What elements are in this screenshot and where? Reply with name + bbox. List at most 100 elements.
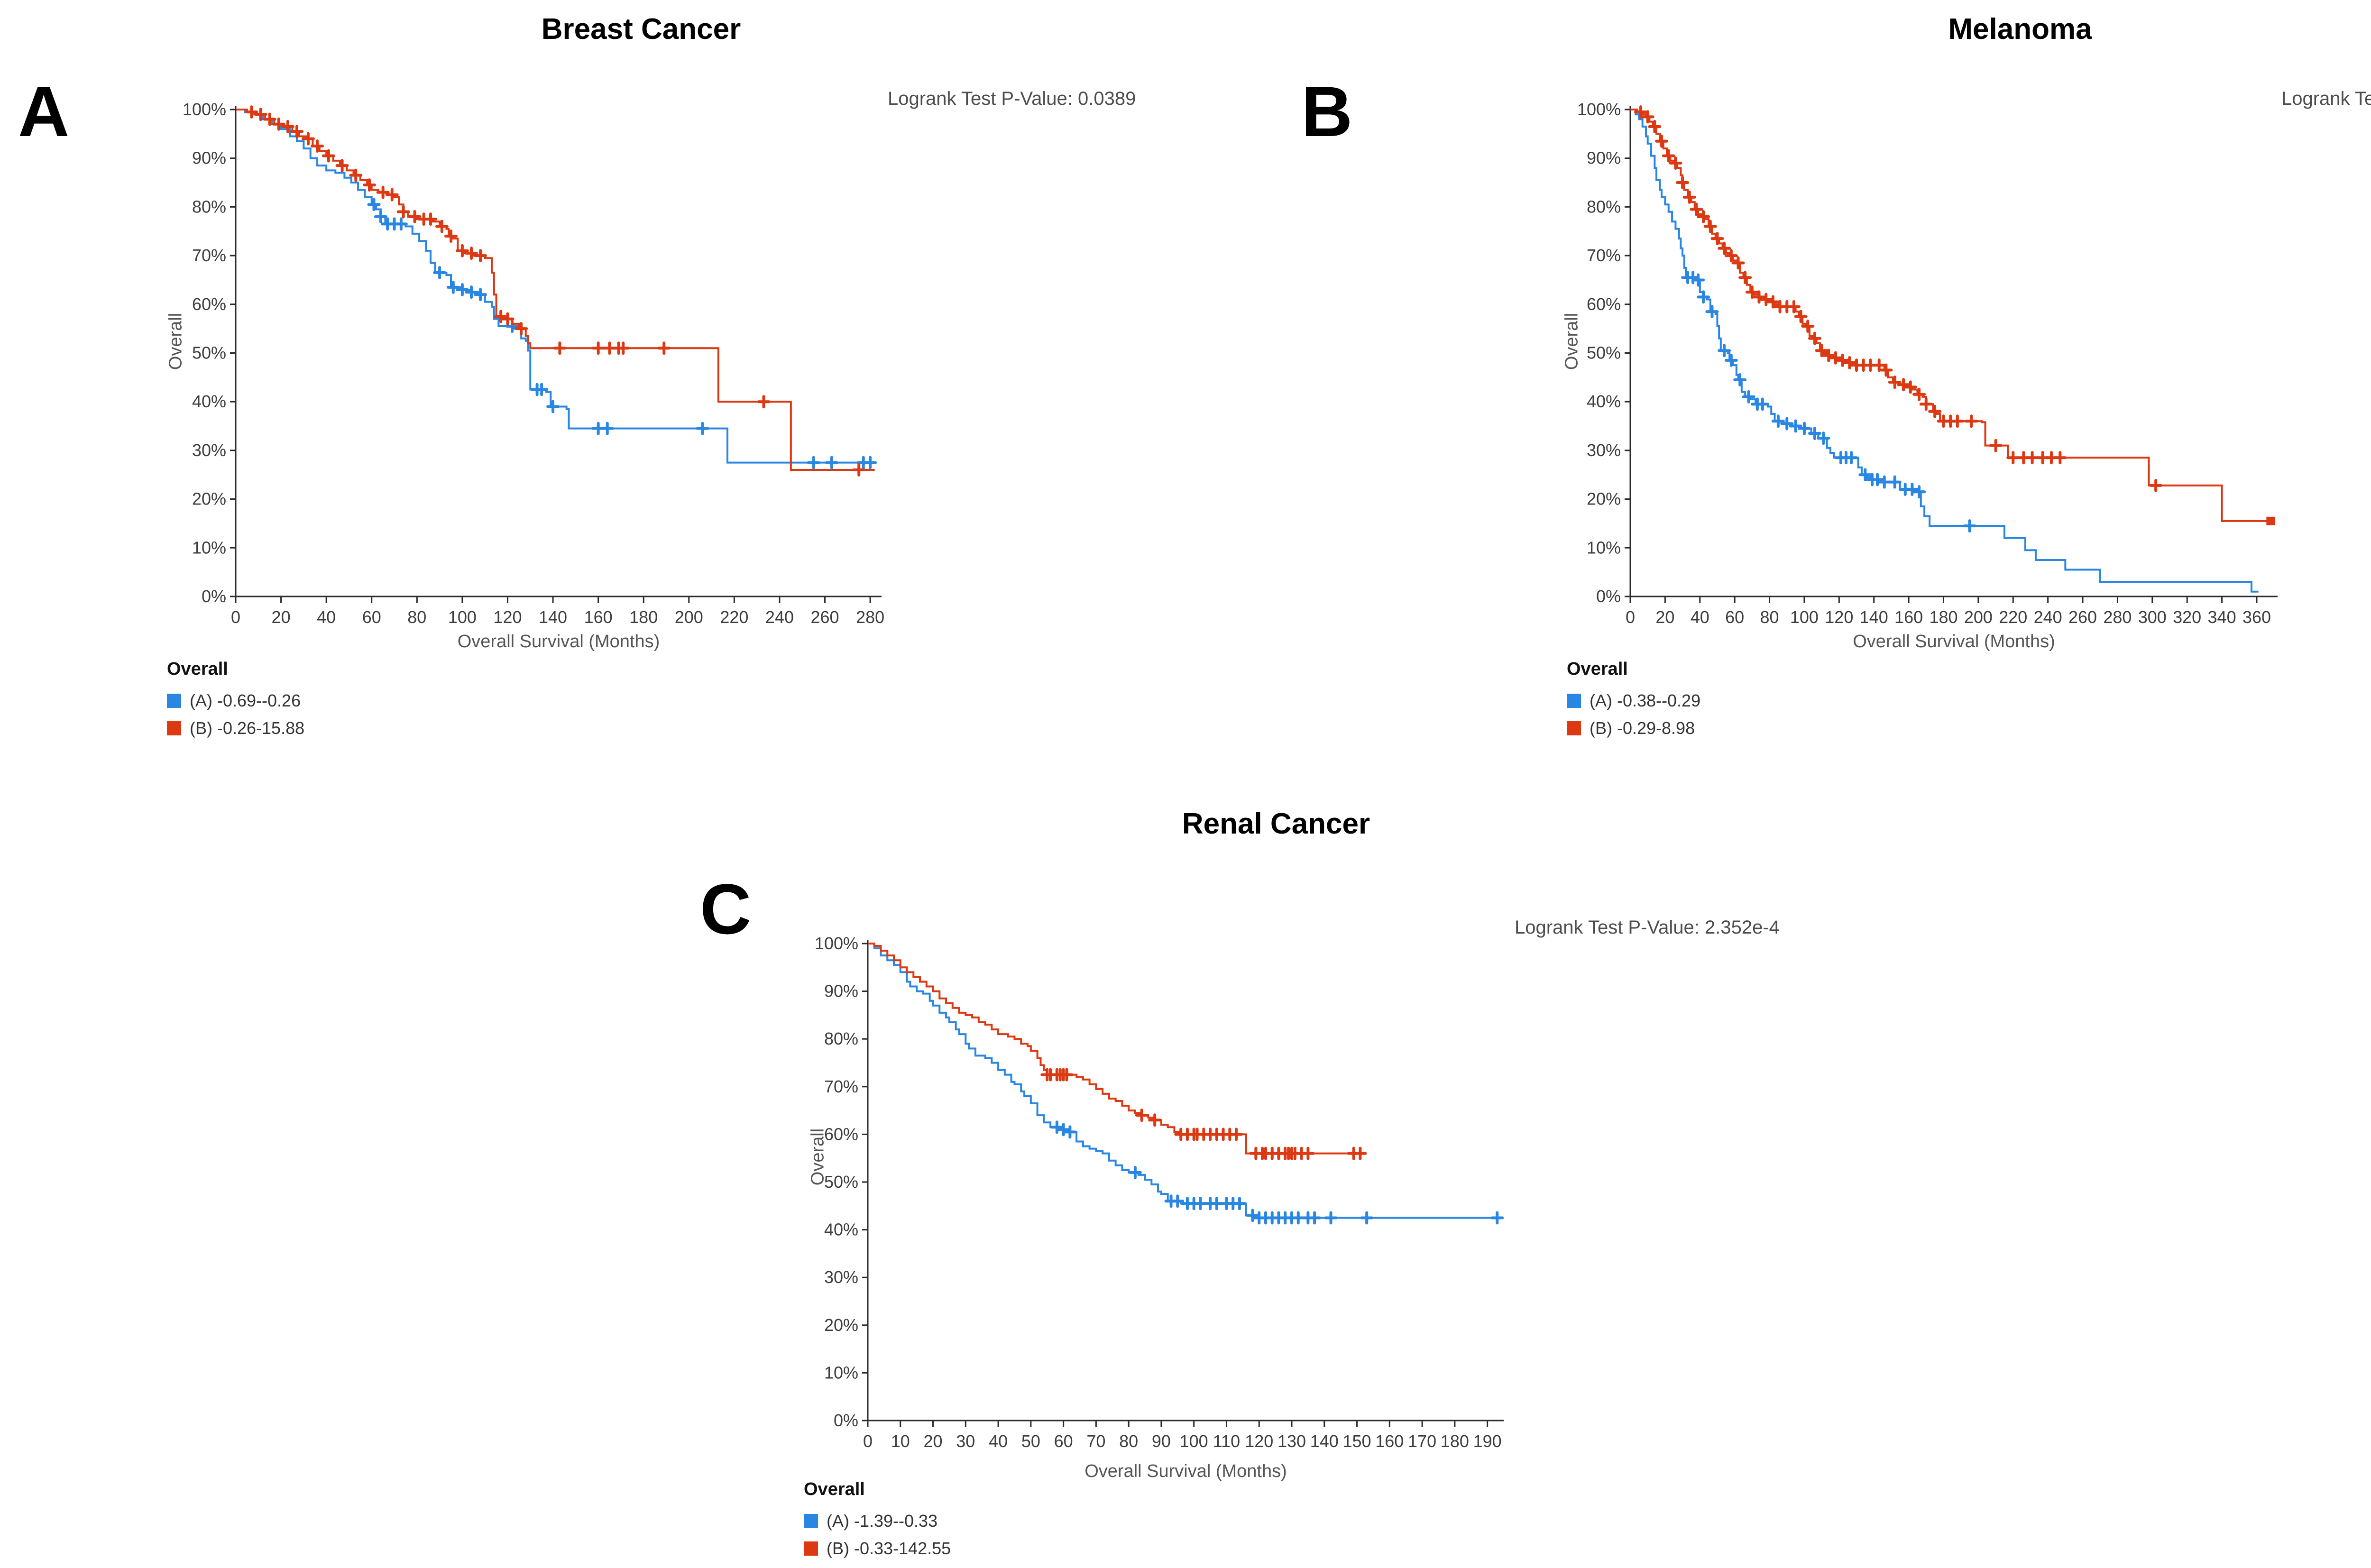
svg-text:0: 0 — [231, 607, 240, 627]
svg-text:40%: 40% — [1587, 392, 1621, 411]
svg-text:100%: 100% — [815, 934, 858, 953]
svg-text:50: 50 — [1021, 1431, 1040, 1451]
svg-text:60%: 60% — [824, 1124, 858, 1144]
series-b-label: (B) -0.33-142.55 — [827, 1539, 951, 1558]
svg-text:90%: 90% — [192, 148, 226, 168]
svg-text:140: 140 — [1310, 1431, 1339, 1451]
svg-text:10: 10 — [891, 1431, 910, 1451]
svg-text:200: 200 — [1964, 607, 1993, 627]
svg-text:40: 40 — [317, 607, 336, 627]
svg-text:180: 180 — [1441, 1431, 1469, 1451]
svg-text:0%: 0% — [834, 1411, 858, 1430]
legend-header: Overall — [804, 1479, 865, 1499]
logrank-pvalue: Logrank Test P-Value: 2.352e-4 — [1515, 917, 1780, 938]
svg-text:320: 320 — [2173, 607, 2201, 627]
svg-text:240: 240 — [765, 607, 794, 627]
svg-text:20%: 20% — [824, 1315, 858, 1335]
svg-text:80: 80 — [1119, 1431, 1138, 1451]
km-chart-renal-cancer: 0% 10% 20% 30% 40% 50% 60% 70% 80% 90% 100% 0 10 20 30… — [815, 934, 1504, 1451]
svg-text:0%: 0% — [1596, 587, 1621, 606]
x-axis-label: Overall Survival (Months) — [1853, 632, 2055, 651]
svg-text:40%: 40% — [824, 1220, 858, 1239]
legend: Overall (A) -1.39--0.33 (B) -0.33-142.55 — [804, 1479, 951, 1559]
svg-text:300: 300 — [2138, 607, 2167, 627]
svg-text:100%: 100% — [1577, 100, 1621, 119]
svg-text:120: 120 — [1245, 1431, 1273, 1451]
legend-item-group-a: (A) -1.39--0.33 — [804, 1511, 951, 1531]
svg-text:10%: 10% — [192, 538, 226, 557]
svg-text:60%: 60% — [1587, 294, 1621, 314]
x-axis-label: Overall Survival (Months) — [457, 632, 660, 651]
series-a-label: (A) -0.38--0.29 — [1590, 691, 1701, 710]
svg-text:70%: 70% — [1587, 246, 1621, 265]
svg-text:220: 220 — [720, 607, 748, 627]
panel-letter-a: A — [18, 72, 70, 151]
svg-text:180: 180 — [629, 607, 658, 627]
svg-text:120: 120 — [1825, 607, 1853, 627]
svg-text:90%: 90% — [1587, 148, 1621, 168]
svg-text:10%: 10% — [824, 1363, 858, 1382]
legend-item-group-b: (B) -0.29-8.98 — [1567, 718, 1700, 738]
svg-text:50%: 50% — [192, 343, 226, 363]
svg-text:140: 140 — [1860, 607, 1888, 627]
svg-text:340: 340 — [2208, 607, 2236, 627]
svg-text:70%: 70% — [824, 1077, 858, 1096]
svg-text:200: 200 — [675, 607, 703, 627]
panel-melanoma: B Melanoma Logrank Test P-Value: 8.41e-7… — [1233, 0, 2371, 782]
svg-text:100%: 100% — [183, 100, 226, 119]
series-a-swatch — [167, 694, 181, 708]
svg-text:240: 240 — [2034, 607, 2062, 627]
svg-text:80: 80 — [1760, 607, 1779, 627]
svg-text:80%: 80% — [192, 197, 226, 216]
svg-text:80%: 80% — [1587, 197, 1621, 216]
svg-text:130: 130 — [1277, 1431, 1306, 1451]
svg-text:20%: 20% — [1587, 489, 1621, 509]
series-b-swatch — [1567, 721, 1581, 735]
svg-text:90: 90 — [1152, 1431, 1171, 1451]
panel-title: Breast Cancer — [541, 13, 741, 46]
svg-text:360: 360 — [2242, 607, 2271, 627]
series-b-label: (B) -0.29-8.98 — [1590, 718, 1695, 738]
svg-text:120: 120 — [493, 607, 522, 627]
svg-text:0: 0 — [863, 1431, 873, 1451]
svg-text:140: 140 — [539, 607, 567, 627]
legend-item-group-a: (A) -0.69--0.26 — [167, 691, 304, 711]
svg-text:0: 0 — [1626, 607, 1635, 627]
svg-text:150: 150 — [1342, 1431, 1371, 1451]
svg-text:280: 280 — [2103, 607, 2132, 627]
svg-text:20: 20 — [924, 1431, 943, 1451]
svg-text:280: 280 — [856, 607, 884, 627]
legend-item-group-b: (B) -0.33-142.55 — [804, 1539, 951, 1559]
legend-item-group-b: (B) -0.26-15.88 — [167, 718, 304, 738]
svg-text:160: 160 — [1375, 1431, 1404, 1451]
panel-title: Melanoma — [1948, 13, 2092, 46]
legend: Overall (A) -0.69--0.26 (B) -0.26-15.88 — [167, 659, 304, 738]
svg-text:70%: 70% — [192, 246, 226, 265]
legend-header: Overall — [167, 659, 228, 679]
svg-text:30: 30 — [956, 1431, 975, 1451]
svg-text:20: 20 — [272, 607, 291, 627]
svg-text:260: 260 — [810, 607, 839, 627]
series-a-swatch — [1567, 694, 1581, 708]
svg-text:40: 40 — [1691, 607, 1709, 627]
svg-text:170: 170 — [1408, 1431, 1436, 1451]
series-a-swatch — [804, 1514, 818, 1528]
svg-text:60%: 60% — [192, 294, 226, 314]
svg-text:50%: 50% — [1587, 343, 1621, 363]
svg-text:80: 80 — [407, 607, 426, 627]
svg-text:30%: 30% — [1587, 440, 1621, 460]
svg-text:20: 20 — [1655, 607, 1674, 627]
svg-text:30%: 30% — [824, 1267, 858, 1287]
panel-letter-c: C — [700, 869, 752, 949]
svg-text:20%: 20% — [192, 489, 226, 509]
svg-text:160: 160 — [584, 607, 613, 627]
svg-text:50%: 50% — [824, 1172, 858, 1192]
svg-text:70: 70 — [1086, 1431, 1105, 1451]
svg-text:60: 60 — [1054, 1431, 1073, 1451]
panel-letter-b: B — [1301, 72, 1353, 151]
km-chart-melanoma: 0% 10% 20% 30% 40% 50% 60% 70% 80% 90% 100% 0 20 40 60… — [1577, 100, 2278, 627]
logrank-pvalue: Logrank Test P-Value: 0.0389 — [888, 88, 1136, 109]
km-chart-breast-cancer: 0% 10% 20% 30% 40% 50% 60% 70% 80% 90% 100% 0 20 40 60… — [183, 100, 884, 627]
svg-text:30%: 30% — [192, 440, 226, 460]
